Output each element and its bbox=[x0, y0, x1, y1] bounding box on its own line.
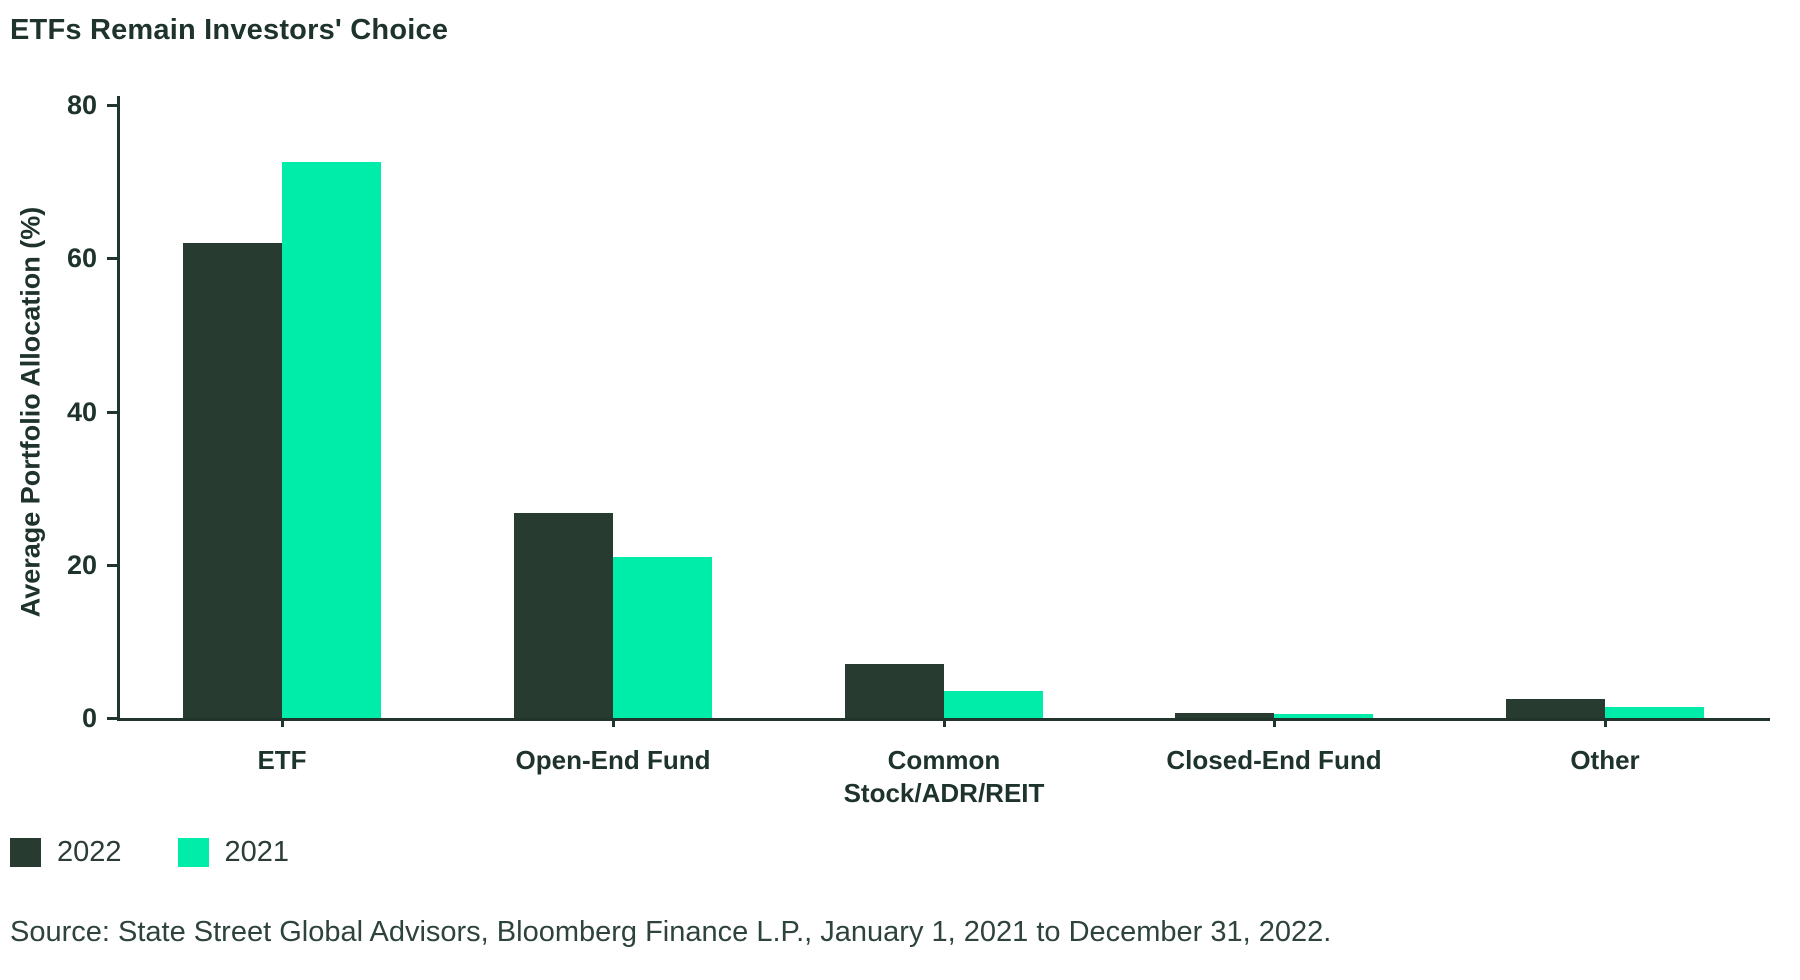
plot-area: 0 20 40 60 80 ETF Open-End Fund Common Stock/AD… bbox=[66, 90, 1770, 808]
bar-2022-other bbox=[1506, 699, 1605, 718]
bar-2021-common-stock-adr-reit bbox=[944, 691, 1043, 718]
y-tick-mark-80 bbox=[107, 104, 117, 107]
bar-2022-open-end-fund bbox=[514, 513, 613, 718]
x-category-label-open-end-fund: Open-End Fund bbox=[515, 745, 711, 775]
x-tick-mark-open-end-fund bbox=[612, 721, 615, 727]
y-tick-label-0: 0 bbox=[81, 703, 97, 733]
chart-title: ETFs Remain Investors' Choice bbox=[10, 14, 449, 46]
bar-2022-closed-end-fund bbox=[1175, 713, 1274, 718]
x-category-label-common-stock-adr-reit: Common Stock/ADR/REIT bbox=[843, 745, 1045, 808]
y-tick-label-80: 80 bbox=[66, 90, 97, 120]
bar-2022-common-stock-adr-reit bbox=[845, 664, 944, 718]
legend-swatch-2021 bbox=[177, 838, 209, 867]
y-tick-mark-0 bbox=[107, 717, 117, 720]
legend-item-2021: 2021 bbox=[177, 836, 290, 869]
bar-2022-etf bbox=[183, 243, 282, 718]
legend-swatch-2022 bbox=[10, 838, 41, 867]
y-tick-mark-40 bbox=[107, 411, 117, 414]
y-axis-line bbox=[117, 96, 120, 721]
x-category-label-etf: ETF bbox=[257, 745, 307, 775]
bar-2021-closed-end-fund bbox=[1274, 714, 1373, 718]
legend-label-2021: 2021 bbox=[224, 836, 290, 868]
y-tick-mark-60 bbox=[107, 257, 117, 260]
y-tick-mark-20 bbox=[107, 564, 117, 567]
y-tick-label-20: 20 bbox=[66, 550, 97, 580]
bar-2021-open-end-fund bbox=[613, 557, 712, 718]
legend-item-2022: 2022 bbox=[10, 836, 122, 869]
x-axis-line bbox=[117, 718, 1770, 721]
bar-2021-etf bbox=[282, 162, 381, 718]
x-category-label-other: Other bbox=[1570, 745, 1640, 775]
y-tick-label-60: 60 bbox=[66, 243, 97, 273]
legend: 2022 2021 bbox=[10, 836, 345, 869]
x-category-label-closed-end-fund: Closed-End Fund bbox=[1166, 745, 1382, 775]
x-tick-mark-common-stock-adr-reit bbox=[943, 721, 946, 727]
source-note: Source: State Street Global Advisors, Bl… bbox=[10, 916, 1332, 948]
x-tick-mark-closed-end-fund bbox=[1273, 721, 1276, 727]
x-tick-mark-etf bbox=[281, 721, 284, 727]
y-tick-label-40: 40 bbox=[66, 397, 97, 427]
legend-label-2022: 2022 bbox=[57, 836, 122, 868]
bar-2021-other bbox=[1605, 707, 1704, 718]
x-tick-mark-other bbox=[1604, 721, 1607, 727]
